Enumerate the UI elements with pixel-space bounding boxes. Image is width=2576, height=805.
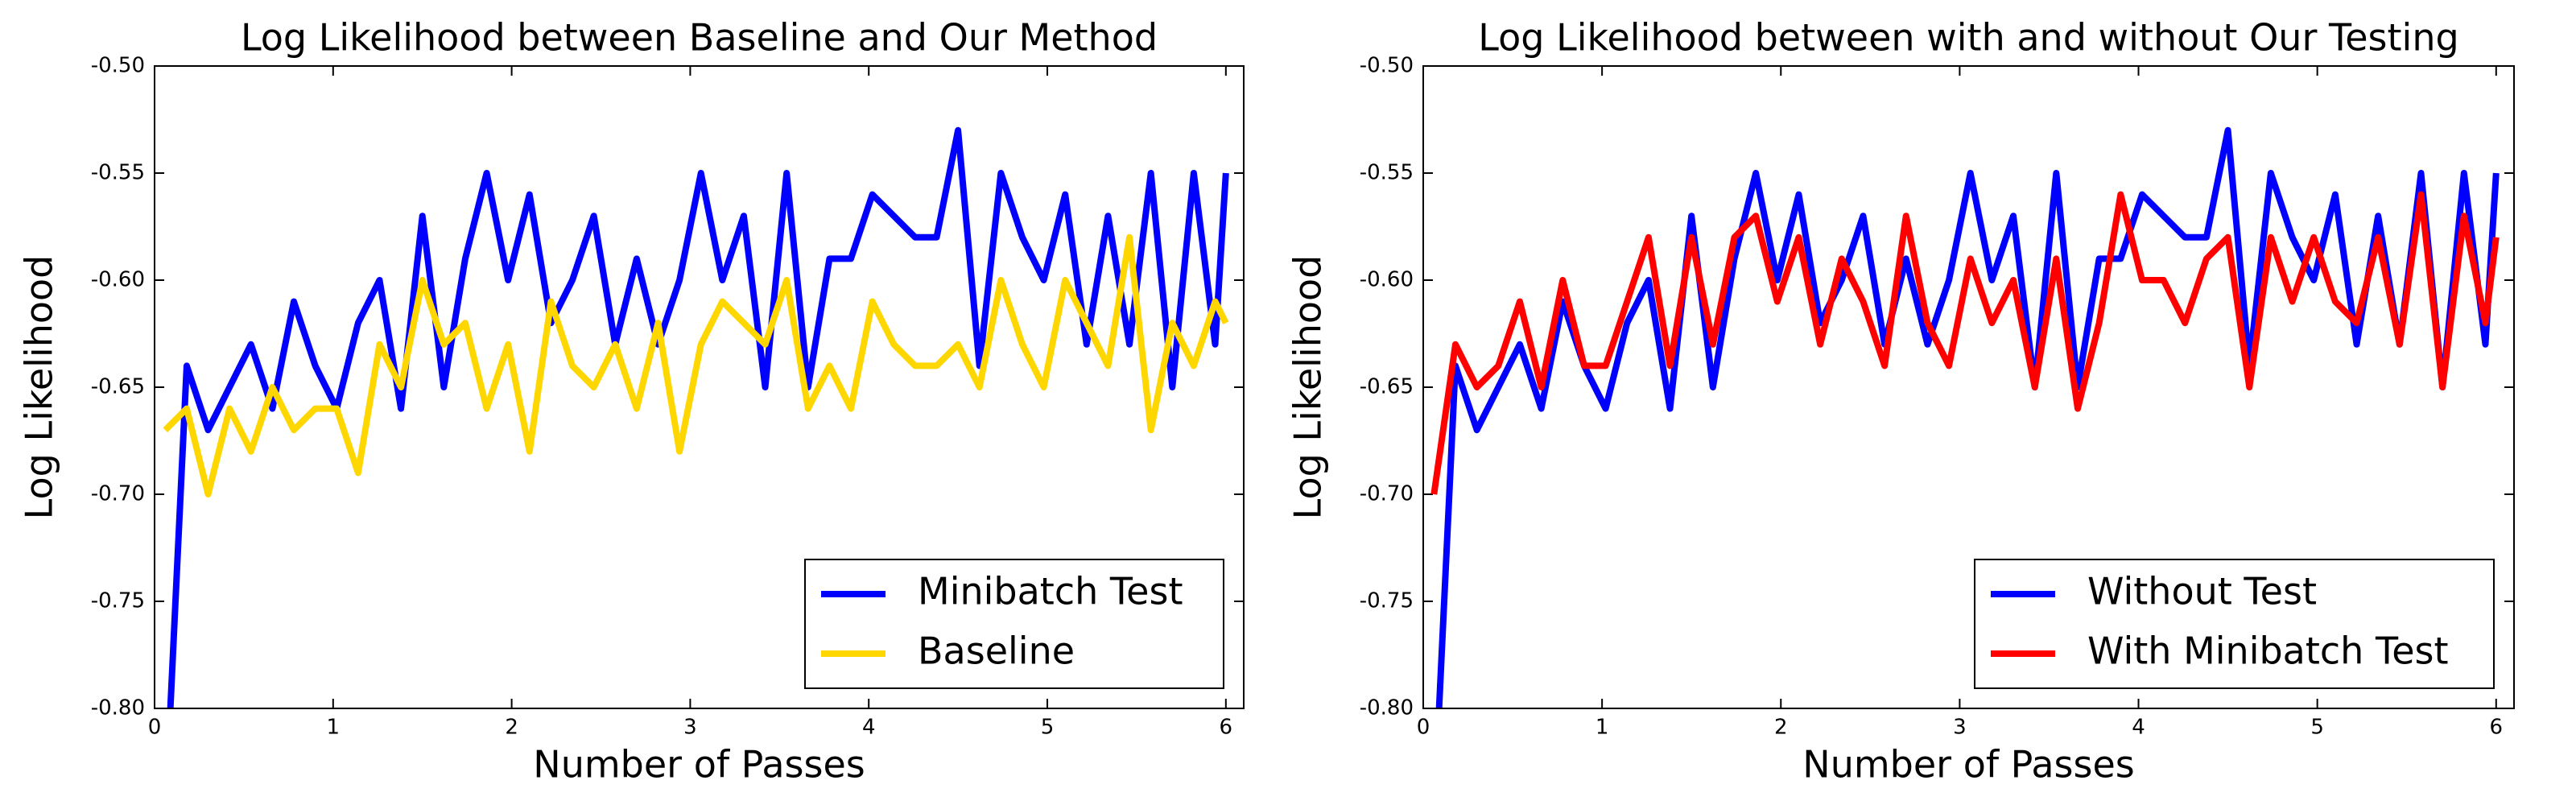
x-tick-label: 5 [1041, 716, 1055, 740]
x-tick-label: 2 [505, 716, 518, 740]
x-tick-label: 3 [683, 716, 697, 740]
y-tick-label: -0.65 [91, 375, 145, 399]
data-line [1430, 191, 2500, 495]
y-tick-label: -0.75 [1360, 589, 1414, 613]
x-tick-label: 4 [2132, 716, 2145, 740]
y-tick-label: -0.60 [1360, 268, 1414, 292]
y-tick-label: -0.50 [1360, 54, 1414, 78]
chart-title: Log Likelihood between Baseline and Our … [241, 16, 1158, 60]
legend: Without Test With Minibatch Test [1974, 559, 2495, 689]
chart: Log Likelihood between with and without … [1286, 16, 2515, 786]
y-tick-label: -0.70 [91, 482, 145, 506]
legend-label: Baseline [918, 630, 1075, 673]
legend-label: Minibatch Test [918, 570, 1183, 613]
x-tick-label: 6 [2490, 716, 2504, 740]
x-axis-label: Number of Passes [1802, 743, 2134, 786]
legend-label: Without Test [2087, 570, 2317, 613]
x-tick-label: 1 [327, 716, 341, 740]
y-tick-label: -0.50 [91, 54, 145, 78]
x-tick-label: 4 [862, 716, 876, 740]
x-axis-label: Number of Passes [533, 743, 865, 786]
legend-box [804, 559, 1224, 689]
y-tick-label: -0.60 [91, 268, 145, 292]
x-tick-label: 0 [1417, 716, 1430, 740]
data-line [163, 233, 1229, 497]
x-tick-label: 6 [1220, 716, 1233, 740]
legend-box [1974, 559, 2495, 689]
data-line [1435, 126, 2500, 708]
x-tick-label: 2 [1774, 716, 1788, 740]
x-tick-label: 0 [148, 716, 162, 740]
data-line [167, 126, 1229, 708]
chart: Log Likelihood between Baseline and Our … [18, 16, 1245, 786]
y-tick-label: -0.55 [91, 161, 145, 185]
legend-label: With Minibatch Test [2087, 630, 2449, 673]
x-tick-label: 3 [1953, 716, 1967, 740]
y-tick-label: -0.80 [91, 696, 145, 720]
y-axis-label: Log Likelihood [1286, 255, 1330, 520]
plot-frame [154, 65, 1245, 709]
y-tick-label: -0.80 [1360, 696, 1414, 720]
y-tick-label: -0.55 [1360, 161, 1414, 185]
y-axis-label: Log Likelihood [18, 255, 61, 520]
plot-frame [1422, 65, 2515, 709]
x-tick-label: 5 [2310, 716, 2324, 740]
y-tick-label: -0.65 [1360, 375, 1414, 399]
y-tick-label: -0.75 [91, 589, 145, 613]
chart-title: Log Likelihood between with and without … [1478, 16, 2458, 60]
x-tick-label: 1 [1596, 716, 1609, 740]
y-tick-label: -0.70 [1360, 482, 1414, 506]
legend: Minibatch Test Baseline [804, 559, 1224, 689]
